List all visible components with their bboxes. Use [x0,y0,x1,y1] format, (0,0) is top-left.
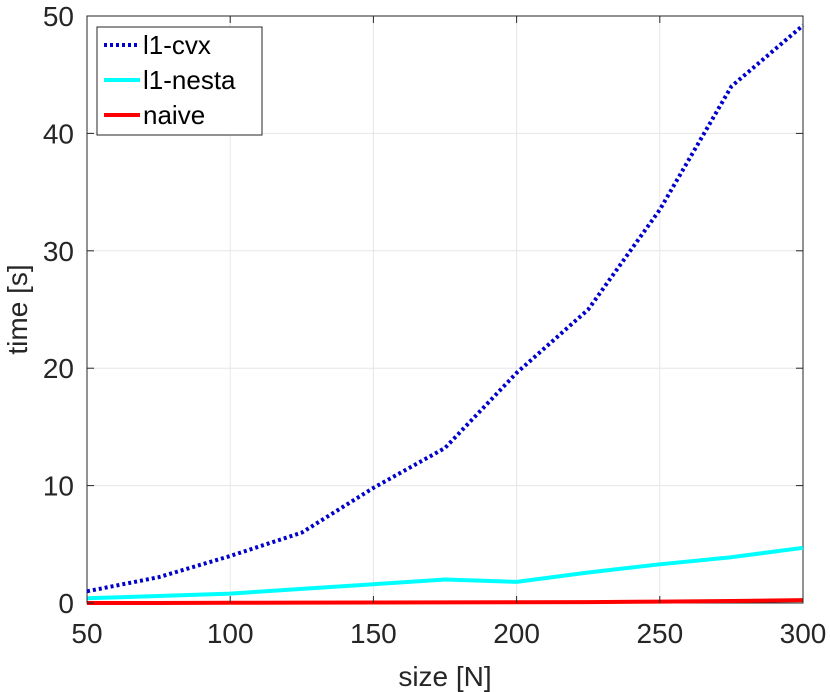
x-tick-label: 300 [780,618,827,649]
y-tick-label: 10 [43,471,74,502]
x-tick-label: 250 [636,618,683,649]
x-tick-label: 150 [350,618,397,649]
y-axis-label: time [s] [2,264,33,354]
y-tick-label: 0 [58,588,74,619]
grid-lines [86,15,804,604]
y-tick-label: 50 [43,1,74,32]
series-lines [86,23,805,605]
legend-label-naive: naive [143,100,205,130]
x-tick-label: 100 [207,618,254,649]
legend-label-l1-nesta: l1-nesta [143,65,236,95]
y-axis-ticks: 0 10 20 30 40 50 [43,1,803,619]
x-axis-ticks: 50 100 150 200 250 300 [71,16,826,649]
y-tick-label: 40 [43,118,74,149]
legend-label-l1-cvx: l1-cvx [143,30,211,60]
x-tick-label: 50 [71,618,102,649]
x-tick-label: 200 [493,618,540,649]
y-tick-label: 30 [43,236,74,267]
series-line-naive [87,598,804,605]
series-line-l1-cvx [86,23,805,594]
legend: l1-cvx l1-nesta naive [96,26,263,136]
y-tick-label: 20 [43,353,74,384]
x-axis-label: size [N] [398,661,491,692]
series-line-l1-nesta [86,545,804,601]
